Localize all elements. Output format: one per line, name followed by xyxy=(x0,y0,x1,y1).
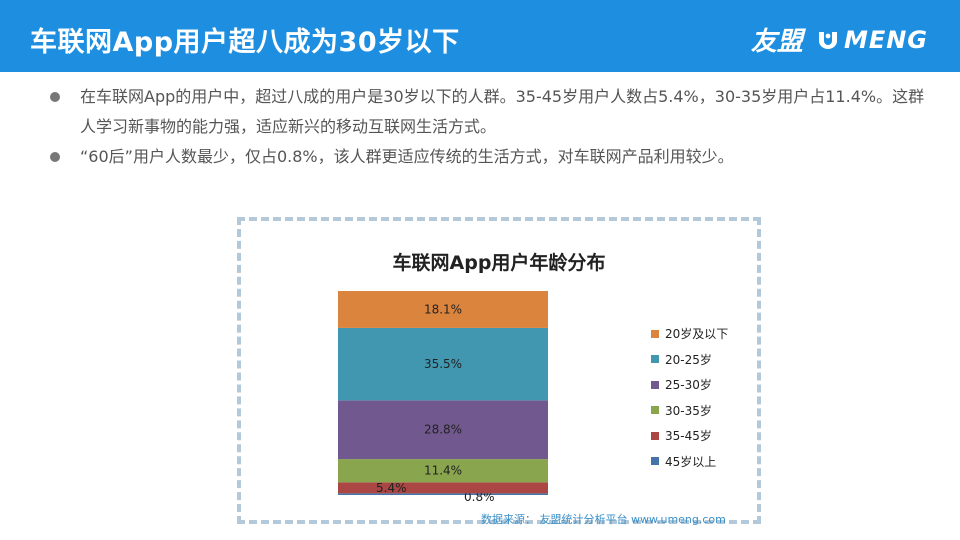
legend-label: 20岁及以下 xyxy=(665,327,729,342)
legend-label: 45岁以上 xyxy=(665,454,717,469)
data-label: 5.4% xyxy=(376,481,407,495)
bar-segment xyxy=(338,400,548,460)
bar-segment xyxy=(338,493,548,495)
data-label: 0.8% xyxy=(464,490,495,504)
data-label: 35.5% xyxy=(424,357,462,371)
bar-segment xyxy=(338,291,548,328)
bullet-dot-icon xyxy=(50,152,60,162)
legend-item: 35-45岁 xyxy=(651,423,728,449)
legend-swatch xyxy=(651,355,659,364)
bullet-item: 在车联网App的用户中，超过八成的用户是30岁以下的人群。35-45岁用户人数占… xyxy=(50,82,930,142)
brand-logo: 友盟 MENG xyxy=(751,21,928,58)
data-source: 数据来源： 友盟统计分析平台 www.umeng.com xyxy=(481,513,726,526)
bullet-item: “60后”用户人数最少，仅占0.8%，该人群更适应传统的生活方式，对车联网产品利… xyxy=(50,142,930,172)
umeng-u-icon xyxy=(818,31,837,49)
legend-swatch xyxy=(651,329,659,338)
legend-label: 30-35岁 xyxy=(665,403,712,418)
legend-swatch xyxy=(651,380,659,389)
bar-segment xyxy=(338,459,548,483)
legend-label: 35-45岁 xyxy=(665,429,712,444)
legend-item: 25-30岁 xyxy=(651,372,728,398)
chart-title: 车联网App用户年龄分布 xyxy=(392,252,606,274)
page-title: 车联网App用户超八成为30岁以下 xyxy=(30,27,460,58)
legend-label: 25-30岁 xyxy=(665,378,712,393)
legend-item: 20-25岁 xyxy=(651,347,728,373)
data-label: 11.4% xyxy=(424,464,462,478)
legend-swatch xyxy=(651,431,659,440)
legend-swatch xyxy=(651,406,659,415)
bullet-dot-icon xyxy=(50,92,60,102)
chart-frame: 车联网App用户年龄分布 0.8% 5.4% 11.4% 28.8% 35.5% 18.1… xyxy=(237,217,761,526)
legend-item: 30-35岁 xyxy=(651,398,728,424)
brand-name-en: MENG xyxy=(843,25,928,54)
bullet-text: 在车联网App的用户中，超过八成的用户是30岁以下的人群。35-45岁用户人数占… xyxy=(80,87,925,136)
legend-label: 20-25岁 xyxy=(665,352,712,367)
chart-legend: 20岁及以下 20-25岁 25-30岁 30-35岁 35-45岁 45岁以上 xyxy=(651,321,728,474)
legend-item: 20岁及以下 xyxy=(651,321,728,347)
data-label: 18.1% xyxy=(424,302,462,316)
bar-segment xyxy=(338,482,548,494)
stacked-bar-chart: 0.8% 5.4% 11.4% 28.8% 35.5% 18.1% xyxy=(338,291,548,504)
brand-name-cn: 友盟 xyxy=(750,27,803,57)
header-bar: 车联网App用户超八成为30岁以下 友盟 MENG xyxy=(0,0,960,72)
bar-segment xyxy=(338,327,548,401)
bullet-text: “60后”用户人数最少，仅占0.8%，该人群更适应传统的生活方式，对车联网产品利… xyxy=(80,147,734,166)
data-label: 28.8% xyxy=(424,423,462,437)
legend-swatch xyxy=(651,457,659,466)
legend-item: 45岁以上 xyxy=(651,449,728,475)
bullet-list: 在车联网App的用户中，超过八成的用户是30岁以下的人群。35-45岁用户人数占… xyxy=(50,82,930,172)
